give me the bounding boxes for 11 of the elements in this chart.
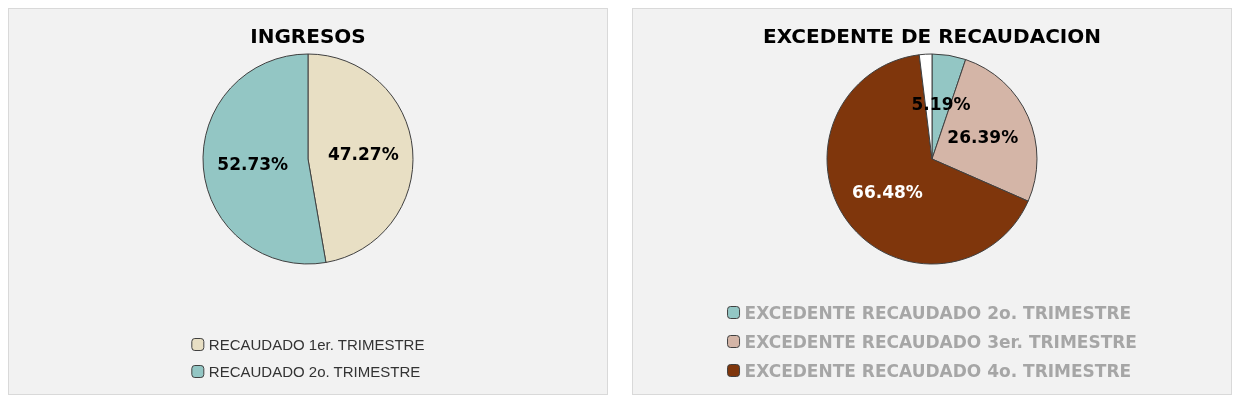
data-label: 66.48% <box>852 182 923 203</box>
legend-label: RECAUDADO 1er. TRIMESTRE <box>208 336 425 353</box>
data-label: 47.27% <box>327 144 399 165</box>
legend-label: RECAUDADO 2o. TRIMESTRE <box>208 363 421 380</box>
data-label: 52.73% <box>217 153 289 174</box>
legend-label: EXCEDENTE RECAUDADO 4o. TRIMESTRE <box>744 360 1132 381</box>
chart-title: INGRESOS <box>250 24 366 48</box>
chart-title: EXCEDENTE DE RECAUDACION <box>763 24 1101 48</box>
legend-label: EXCEDENTE RECAUDADO 2o. TRIMESTRE <box>744 302 1132 323</box>
data-label: 26.39% <box>947 126 1019 147</box>
legend-label: EXCEDENTE RECAUDADO 3er. TRIMESTRE <box>744 331 1137 352</box>
